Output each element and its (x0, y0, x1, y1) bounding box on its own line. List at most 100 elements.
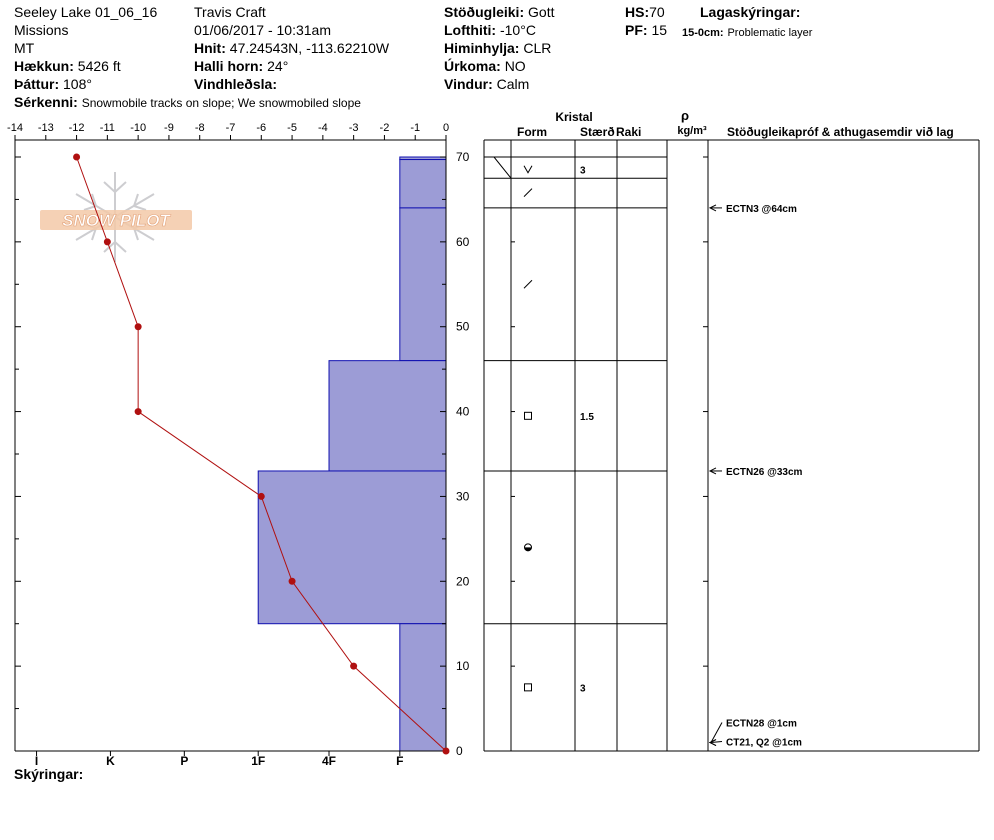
temp-tick-label: 0 (443, 122, 449, 134)
depth-tick-label: 0 (456, 744, 463, 758)
hardness-tick-label: K (106, 754, 115, 768)
pf-row: PF: 15 (625, 22, 667, 38)
temp-tick-label: -2 (380, 122, 390, 134)
layer-note-depth: 15-0cm: (682, 27, 724, 39)
air-temp-row: Lofthiti: -10°C (444, 22, 536, 38)
crystal-symbol-fragment (523, 188, 533, 197)
header-density-unit: kg/m³ (677, 125, 707, 137)
features-row: Sérkenni: Snowmobile tracks on slope; We… (14, 94, 361, 111)
hardness-tick-label: 4F (322, 754, 336, 768)
temperature-point (103, 238, 111, 246)
features-label: Sérkenni: (14, 94, 78, 110)
crystal-symbol-fragment (523, 279, 533, 289)
depth-tick-label: 60 (456, 235, 470, 249)
hardness-bar-2 (399, 207, 447, 362)
obs-datetime: 01/06/2017 - 10:31am (194, 22, 331, 38)
wind-loading-row: Vindhleðsla: (194, 76, 277, 92)
sky-label: Himinhylja: (444, 40, 520, 56)
elevation-value: 5426 ft (77, 58, 121, 74)
hardness-bar-3 (328, 360, 447, 472)
depth-tick-label: 30 (456, 489, 470, 503)
header-crystal: Kristal (555, 110, 592, 124)
air-temp-value: -10°C (499, 22, 536, 38)
temperature-point (134, 323, 142, 331)
test-label: ECTN28 @1cm (726, 719, 797, 730)
temperature-point (257, 492, 265, 500)
crystal-symbol-depth-hoar (523, 165, 533, 174)
header-moisture: Raki (616, 125, 641, 139)
temp-tick-label: -8 (195, 122, 205, 134)
temp-tick-label: -12 (69, 122, 85, 134)
legend-label: Skýringar: (14, 766, 84, 782)
crystal-size: 1.5 (580, 412, 594, 423)
slope-row: Halli horn: 24° (194, 58, 288, 74)
depth-tick-label: 40 (456, 405, 470, 419)
observer-name: Travis Craft (194, 4, 266, 20)
layer-notes-label: Lagaskýringar: (700, 4, 801, 20)
temp-tick-label: -7 (226, 122, 236, 134)
temp-tick-label: -4 (318, 122, 328, 134)
coords-label: Hnit: (194, 40, 226, 56)
temperature-point (288, 577, 296, 585)
features-value: Snowmobile tracks on slope; We snowmobil… (81, 96, 361, 110)
temp-tick-label: -10 (130, 122, 146, 134)
test-pointer (710, 741, 723, 744)
temperature-point (134, 408, 142, 416)
hardness-bar-5 (399, 623, 447, 752)
hardness-tick-label: P (180, 754, 188, 768)
temp-tick-label: -6 (256, 122, 266, 134)
header-form: Form (517, 125, 547, 139)
header-size: Stærð (580, 125, 615, 139)
test-arrow-icon (708, 739, 717, 746)
stability-row: Stöðugleiki: Gott (444, 4, 554, 20)
pf-value: 15 (651, 22, 668, 38)
test-arrow-icon (708, 467, 717, 475)
temp-tick-label: -1 (410, 122, 420, 134)
wind-loading-label: Vindhleðsla: (194, 76, 277, 92)
temp-tick-label: -11 (100, 122, 115, 134)
crystal-size: 3 (580, 683, 586, 694)
temperature-point (73, 153, 81, 161)
depth-tick-label: 10 (456, 659, 470, 673)
temp-tick-label: -13 (38, 122, 54, 134)
elevation-label: Hækkun: (14, 58, 74, 74)
slope-label: Halli horn: (194, 58, 264, 74)
coords-row: Hnit: 47.24543N, -113.62210W (194, 40, 389, 56)
aspect-row: Þáttur: 108° (14, 76, 92, 92)
layer-note-text: Problematic layer (727, 27, 813, 39)
aspect-label: Þáttur: (14, 76, 60, 92)
temp-tick-label: -3 (349, 122, 359, 134)
coords-value: 47.24543N, -113.62210W (229, 40, 390, 56)
site-title: Seeley Lake 01_06_16 (14, 4, 158, 20)
hardness-tick-label: 1F (251, 754, 265, 768)
header-tests: Stöðugleikapróf & athugasemdir við lag (727, 125, 954, 139)
precip-value: NO (504, 58, 526, 74)
depth-tick-label: 70 (456, 150, 470, 164)
temp-tick-label: -5 (287, 122, 297, 134)
temp-tick-label: -14 (7, 122, 23, 134)
wind-label: Vindur: (444, 76, 493, 92)
test-label: ECTN26 @33cm (726, 467, 803, 478)
elevation-row: Hækkun: 5426 ft (14, 58, 121, 74)
wind-row: Vindur: Calm (444, 76, 529, 92)
hs-row: HS:70 (625, 4, 665, 20)
test-arrow-icon (708, 204, 717, 212)
sky-row: Himinhylja: CLR (444, 40, 551, 56)
depth-tick-label: 20 (456, 574, 470, 588)
hardness-tick-label: F (396, 754, 403, 768)
crystal-symbol-faceted (524, 683, 532, 692)
pf-label: PF: (625, 22, 648, 38)
crystal-size: 3 (580, 166, 586, 177)
sky-value: CLR (523, 40, 552, 56)
stability-value: Gott (528, 4, 555, 20)
range-name: Missions (14, 22, 69, 38)
depth-tick-label: 50 (456, 320, 470, 334)
aspect-value: 108° (63, 76, 92, 92)
temperature-line (76, 156, 447, 752)
stability-label: Stöðugleiki: (444, 4, 525, 20)
wind-value: Calm (496, 76, 530, 92)
temperature-point (350, 662, 358, 670)
hs-value: 70 (649, 4, 665, 20)
hardness-bar-1 (399, 159, 447, 209)
